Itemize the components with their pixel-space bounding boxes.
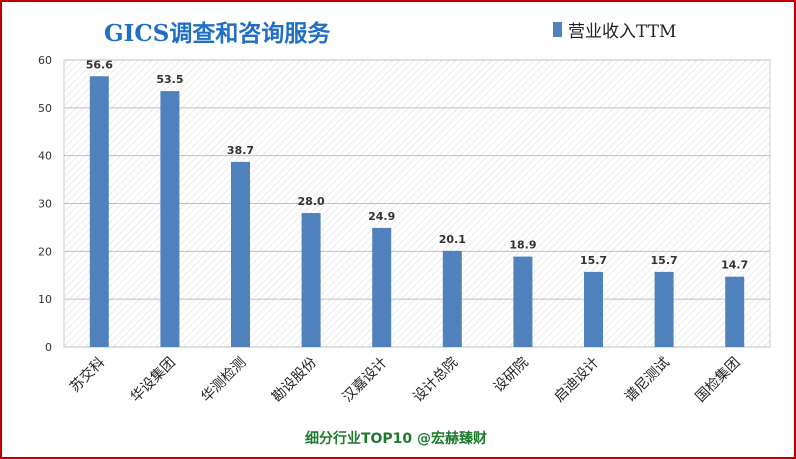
chart-title: GICS调查和咨询服务 [104, 20, 331, 47]
x-tick-label: 汉嘉设计 [340, 355, 391, 406]
value-label: 14.7 [721, 259, 748, 272]
x-tick-label: 勘设股份 [269, 355, 320, 406]
bar [301, 213, 321, 347]
legend-swatch [553, 22, 562, 37]
y-tick-label: 20 [38, 245, 52, 258]
x-tick-label: 谱尼测试 [622, 355, 673, 406]
x-tick-label: 设研院 [491, 355, 532, 396]
x-tick-label: 国检集团 [692, 354, 744, 406]
legend: 营业收入TTM [553, 17, 676, 42]
bar [231, 161, 250, 347]
y-tick-label: 0 [45, 341, 52, 354]
bar [725, 276, 745, 347]
y-tick-label: 10 [38, 293, 52, 306]
value-label: 38.7 [227, 144, 254, 157]
value-label: 56.6 [86, 58, 113, 71]
bar [372, 227, 392, 347]
bar [160, 91, 180, 347]
chart-footer: 细分行业TOP10 @宏赫臻财 [304, 431, 488, 447]
bar [654, 271, 674, 347]
value-label: 15.7 [580, 254, 607, 267]
y-tick-label: 40 [38, 150, 52, 163]
y-tick-label: 60 [38, 54, 52, 67]
x-tick-label: 苏交科 [66, 354, 108, 396]
value-label: 15.7 [651, 254, 678, 267]
value-label: 18.9 [509, 239, 536, 252]
x-tick-label: 华设集团 [127, 354, 179, 406]
y-tick-label: 50 [38, 102, 52, 115]
bar [442, 250, 462, 347]
bar [513, 256, 533, 347]
legend-label: 营业收入TTM [568, 22, 677, 42]
value-label: 28.0 [298, 195, 325, 208]
x-tick-label: 设计总院 [410, 355, 461, 406]
x-tick-label: 华测检测 [198, 355, 249, 406]
x-tick-label: 启迪设计 [551, 355, 602, 406]
value-label: 53.5 [156, 73, 183, 86]
value-label: 20.1 [439, 233, 466, 246]
value-label: 24.9 [368, 210, 395, 223]
y-tick-label: 30 [38, 198, 52, 211]
bar [89, 76, 109, 347]
bar [584, 271, 603, 347]
